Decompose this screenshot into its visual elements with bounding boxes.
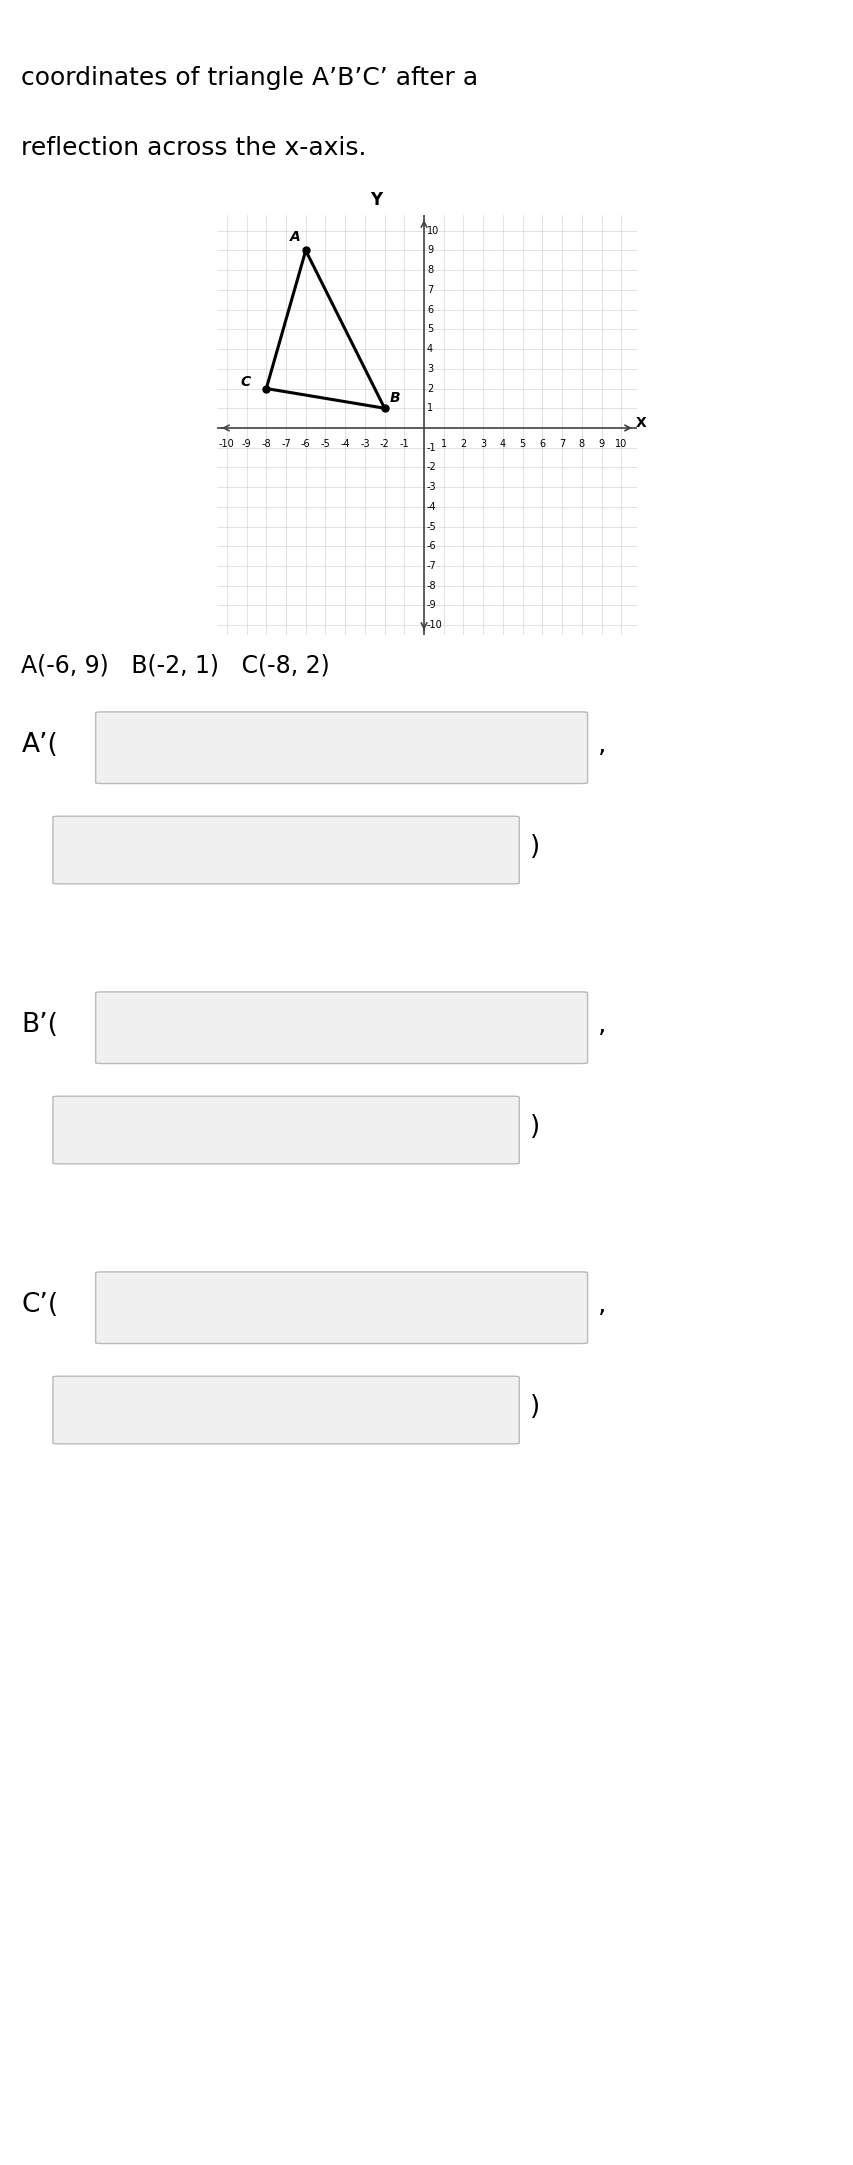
Text: 6: 6 xyxy=(538,439,545,448)
Text: A’(: A’( xyxy=(21,732,58,758)
Text: coordinates of triangle A’B’C’ after a: coordinates of triangle A’B’C’ after a xyxy=(21,65,478,91)
Text: -4: -4 xyxy=(340,439,350,448)
Text: 4: 4 xyxy=(499,439,505,448)
Text: X: X xyxy=(635,416,646,431)
Text: ,: , xyxy=(597,1293,606,1318)
Text: ,: , xyxy=(597,1011,606,1037)
FancyBboxPatch shape xyxy=(96,712,587,784)
Text: 2: 2 xyxy=(426,383,432,394)
Text: 9: 9 xyxy=(426,245,432,255)
FancyBboxPatch shape xyxy=(96,992,587,1063)
Text: ,: , xyxy=(597,732,606,758)
FancyBboxPatch shape xyxy=(53,816,519,883)
Text: -1: -1 xyxy=(426,442,436,452)
Text: -8: -8 xyxy=(426,580,436,591)
Text: 8: 8 xyxy=(426,264,432,275)
Text: Y: Y xyxy=(369,191,381,210)
Text: -4: -4 xyxy=(426,502,436,511)
Text: A(-6, 9)   B(-2, 1)   C(-8, 2): A(-6, 9) B(-2, 1) C(-8, 2) xyxy=(21,654,330,678)
Text: -9: -9 xyxy=(426,600,436,611)
Text: 10: 10 xyxy=(614,439,627,448)
Text: -1: -1 xyxy=(399,439,409,448)
Text: 6: 6 xyxy=(426,305,432,314)
Text: -10: -10 xyxy=(218,439,235,448)
Text: 2: 2 xyxy=(460,439,466,448)
Text: -9: -9 xyxy=(241,439,251,448)
Text: reflection across the x-axis.: reflection across the x-axis. xyxy=(21,136,367,160)
Text: C’(: C’( xyxy=(21,1293,58,1318)
Text: -2: -2 xyxy=(380,439,389,448)
Text: -10: -10 xyxy=(426,619,442,630)
Text: 7: 7 xyxy=(426,286,432,294)
Text: 1: 1 xyxy=(426,403,432,414)
Text: -3: -3 xyxy=(360,439,369,448)
Text: 1: 1 xyxy=(440,439,446,448)
Text: C: C xyxy=(241,375,251,388)
Text: 3: 3 xyxy=(479,439,485,448)
Text: 8: 8 xyxy=(578,439,584,448)
Text: -7: -7 xyxy=(281,439,291,448)
Text: 5: 5 xyxy=(426,325,432,333)
Text: ): ) xyxy=(529,1394,539,1420)
Text: 9: 9 xyxy=(598,439,604,448)
Text: B’(: B’( xyxy=(21,1011,58,1037)
Text: 5: 5 xyxy=(519,439,525,448)
Text: ): ) xyxy=(529,834,539,860)
Text: B: B xyxy=(389,392,400,405)
Text: -6: -6 xyxy=(300,439,310,448)
Text: 4: 4 xyxy=(426,344,432,355)
FancyBboxPatch shape xyxy=(96,1271,587,1344)
Text: -5: -5 xyxy=(426,522,436,533)
Text: 3: 3 xyxy=(426,364,432,375)
FancyBboxPatch shape xyxy=(53,1095,519,1165)
Text: -8: -8 xyxy=(261,439,270,448)
Text: -3: -3 xyxy=(426,483,436,491)
Text: A: A xyxy=(290,229,300,245)
Text: 7: 7 xyxy=(559,439,565,448)
Text: -6: -6 xyxy=(426,541,436,552)
FancyBboxPatch shape xyxy=(53,1377,519,1444)
Text: ): ) xyxy=(529,1115,539,1141)
Text: -7: -7 xyxy=(426,561,436,572)
Text: 10: 10 xyxy=(426,225,438,236)
Text: -5: -5 xyxy=(320,439,330,448)
Text: -2: -2 xyxy=(426,463,436,472)
